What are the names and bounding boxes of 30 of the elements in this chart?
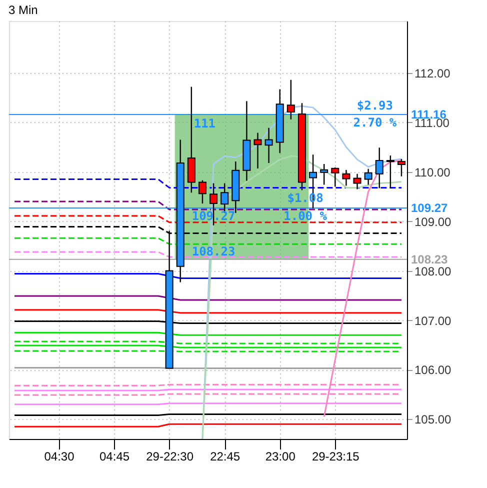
y-tick-label: 108.00 — [414, 264, 452, 278]
annotation: 111 — [194, 116, 216, 130]
y-tick-label: 112.00 — [414, 66, 451, 80]
candlestick — [254, 132, 262, 170]
y-tick-label: 107.00 — [414, 314, 452, 328]
candlestick — [320, 163, 328, 186]
annotation: 2.70 % — [353, 115, 398, 130]
ref-line-label: 108.23 — [411, 252, 448, 266]
annotation: $2.93 — [356, 98, 393, 112]
x-tick-label: 29-22:30 — [146, 450, 194, 464]
y-tick-label: 110.00 — [414, 165, 451, 180]
candlestick — [342, 169, 350, 186]
candlestick — [364, 168, 372, 186]
ref-line-label: 109.27 — [411, 200, 448, 215]
x-tick-label: 29-23:15 — [312, 450, 360, 464]
candlestick — [386, 154, 394, 189]
x-tick-label: 04:30 — [44, 450, 75, 464]
candlestick — [198, 180, 206, 204]
y-tick-label: 105.00 — [414, 412, 452, 427]
candlestick — [353, 173, 362, 190]
x-tick-label: 04:45 — [100, 450, 130, 464]
candlestick — [264, 127, 273, 164]
y-tick-label: 109.00 — [414, 214, 452, 229]
x-tick-label: 23:00 — [265, 450, 296, 464]
y-tick-label: 106.00 — [414, 363, 452, 378]
chart-title: 3 Min — [8, 3, 38, 17]
candlestick — [286, 79, 295, 120]
candlestick — [331, 166, 340, 188]
candlestick — [375, 147, 384, 189]
x-tick-label: 22:45 — [210, 450, 240, 464]
